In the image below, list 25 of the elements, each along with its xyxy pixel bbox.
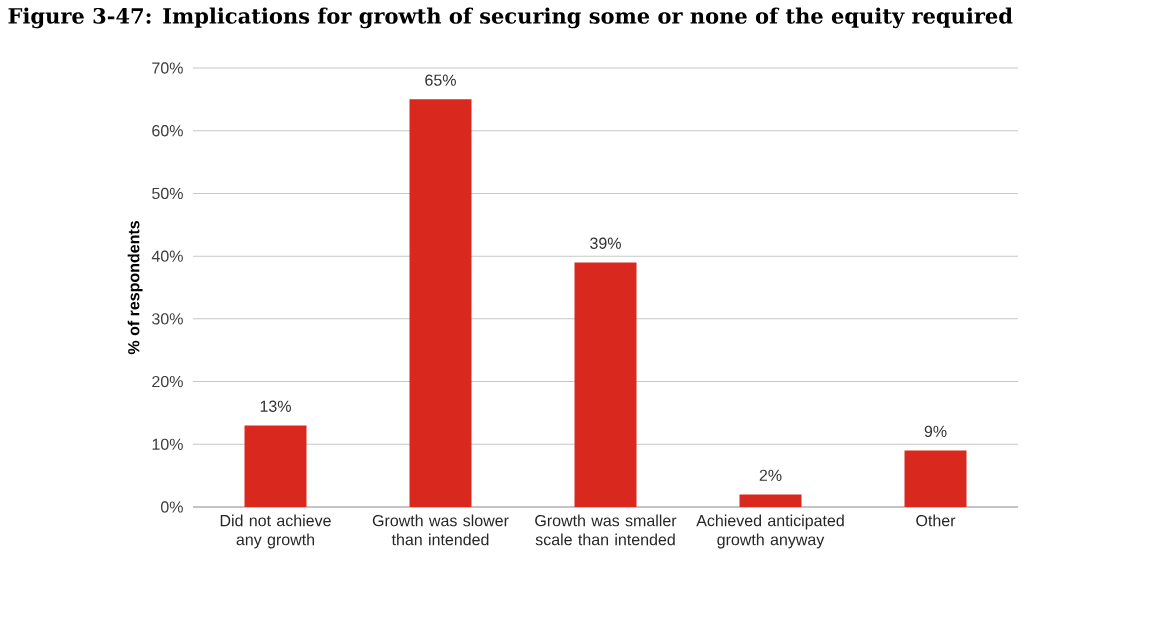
y-tick-label: 40%: [151, 250, 183, 262]
x-tick-label: Other: [916, 514, 956, 527]
y-tick-label: 70%: [152, 62, 183, 74]
data-label: 9%: [924, 425, 947, 438]
y-tick-label: 0%: [160, 501, 183, 513]
x-tick-label: Growth was smaller scale than intended: [535, 514, 677, 546]
bar: [244, 425, 307, 507]
x-tick-label: Growth was slower than intended: [372, 514, 509, 546]
y-tick-label: 10%: [152, 438, 183, 450]
x-tick-label: Did not achieve any growth: [220, 514, 331, 549]
y-tick-label: 30%: [152, 313, 183, 325]
data-label: 39%: [590, 237, 621, 249]
y-tick-label: 50%: [152, 187, 183, 200]
x-tick-label: Achieved anticipated growth anyway: [696, 514, 844, 549]
bar: [739, 494, 802, 507]
bar: [904, 450, 967, 507]
y-tick-label: 20%: [152, 375, 183, 388]
y-tick-label: 60%: [152, 125, 183, 137]
y-axis-title: % of respondents: [127, 221, 143, 355]
data-label: 65%: [425, 74, 456, 86]
bar: [574, 262, 637, 507]
data-label: 2%: [759, 469, 782, 481]
chart-title: Figure 3-47: Implications for growth of securing some or none of the equity required: [8, 7, 1013, 29]
data-label: 13%: [260, 400, 291, 412]
bar: [409, 99, 472, 507]
